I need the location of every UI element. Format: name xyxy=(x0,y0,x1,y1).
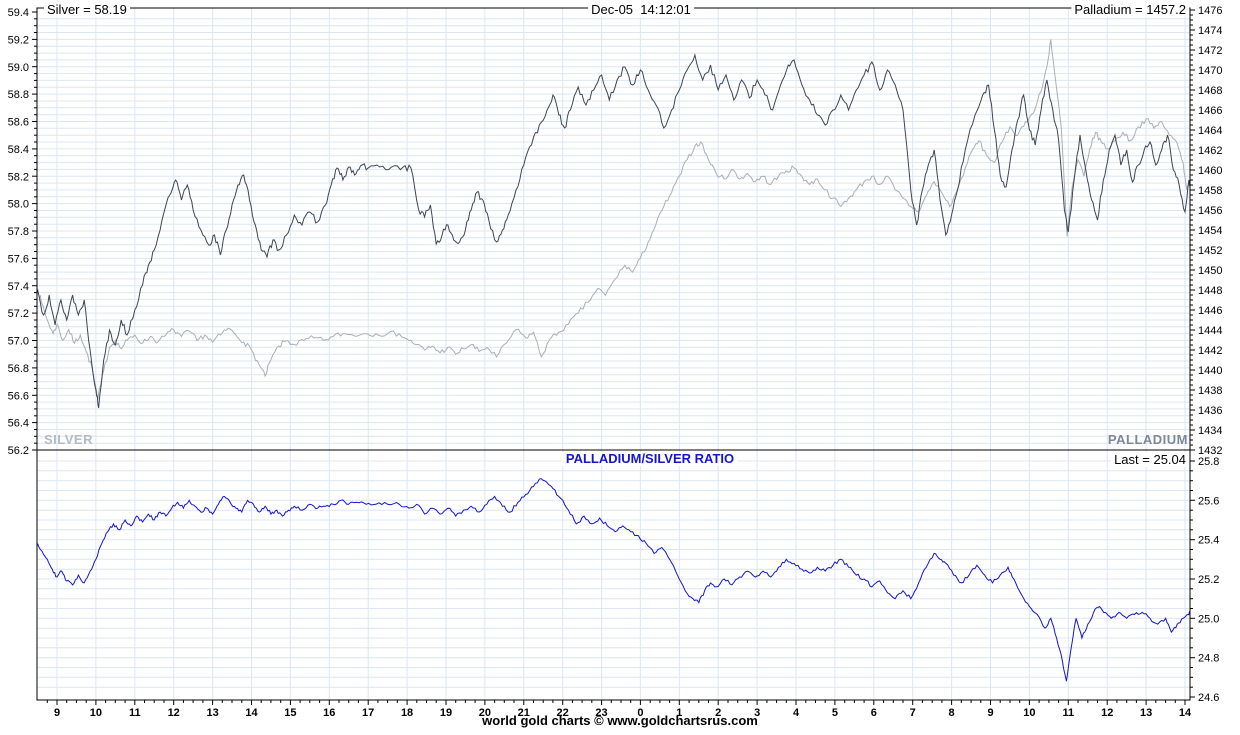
x-axis-hour-label: 16 xyxy=(323,707,335,719)
chart-credit: world gold charts © www.goldchartsrus.co… xyxy=(482,713,758,728)
y-axis-left-tick-label: 58.2 xyxy=(8,171,29,183)
x-axis-hour-label: 21 xyxy=(518,707,530,719)
x-axis-hour-label: 18 xyxy=(401,707,413,719)
ratio-axis-tick-label: 24.6 xyxy=(1198,692,1219,704)
y-axis-left-tick-label: 57.4 xyxy=(8,281,29,293)
ratio-axis-tick-label: 25.0 xyxy=(1198,613,1219,625)
x-axis-hour-label: 7 xyxy=(910,707,916,719)
y-axis-right-tick-label: 1458 xyxy=(1198,185,1222,197)
y-axis-right-tick-label: 1460 xyxy=(1198,165,1222,177)
y-axis-left-tick-label: 57.8 xyxy=(8,226,29,238)
ratio-axis-tick-label: 25.4 xyxy=(1198,535,1219,547)
datetime-label: Dec-05 14:12:01 xyxy=(588,2,694,17)
x-axis-hour-label: 4 xyxy=(793,707,800,719)
x-axis-hour-label: 17 xyxy=(362,707,374,719)
y-axis-left-tick-label: 58.6 xyxy=(8,117,29,129)
x-axis-hour-label: 11 xyxy=(1062,707,1074,719)
y-axis-left-tick-label: 59.4 xyxy=(8,7,29,19)
y-axis-left-tick-label: 57.0 xyxy=(8,336,29,348)
y-axis-right-tick-label: 1464 xyxy=(1198,125,1222,137)
x-axis-hour-label: 9 xyxy=(54,707,60,719)
x-axis-hour-label: 15 xyxy=(284,707,296,719)
y-axis-left-tick-label: 58.0 xyxy=(8,199,29,211)
x-axis-hour-label: 12 xyxy=(1101,707,1113,719)
y-axis-right-tick-label: 1450 xyxy=(1198,265,1222,277)
y-axis-right-tick-label: 1432 xyxy=(1198,445,1222,457)
x-axis-hour-label: 5 xyxy=(832,707,838,719)
y-axis-right-tick-label: 1444 xyxy=(1198,325,1222,337)
ratio-axis-tick-label: 25.2 xyxy=(1198,574,1219,586)
y-axis-right-tick-label: 1462 xyxy=(1198,145,1222,157)
y-axis-right-tick-label: 1440 xyxy=(1198,365,1222,377)
x-axis-hour-label: 1 xyxy=(676,707,682,719)
x-axis-hour-label: 0 xyxy=(637,707,643,719)
x-axis-hour-label: 12 xyxy=(168,707,180,719)
y-axis-left-tick-label: 57.6 xyxy=(8,253,29,265)
x-axis-hour-label: 20 xyxy=(479,707,491,719)
y-axis-left-tick-label: 59.2 xyxy=(8,34,29,46)
y-axis-left-tick-label: 56.4 xyxy=(8,418,29,430)
x-axis-hour-label: 10 xyxy=(90,707,102,719)
y-axis-right-tick-label: 1448 xyxy=(1198,285,1222,297)
ratio-chart-title: PALLADIUM/SILVER RATIO xyxy=(561,452,739,466)
x-axis-hour-label: 22 xyxy=(557,707,569,719)
y-axis-right-tick-label: 1466 xyxy=(1198,105,1222,117)
y-axis-right-tick-label: 1446 xyxy=(1198,305,1222,317)
y-axis-left-tick-label: 59.0 xyxy=(8,62,29,74)
y-axis-right-tick-label: 1442 xyxy=(1198,345,1222,357)
x-axis-hour-label: 14 xyxy=(245,707,258,719)
y-axis-left-tick-label: 57.2 xyxy=(8,308,29,320)
x-axis-hour-label: 14 xyxy=(1179,707,1192,719)
y-axis-left-tick-label: 56.8 xyxy=(8,363,29,375)
palladium-series-label: PALLADIUM xyxy=(1107,432,1188,447)
series-line xyxy=(37,53,1190,409)
y-axis-right-tick-label: 1454 xyxy=(1198,225,1222,237)
x-axis-hour-label: 8 xyxy=(949,707,955,719)
ratio-axis-tick-label: 25.8 xyxy=(1198,456,1219,468)
x-axis-hour-label: 2 xyxy=(715,707,721,719)
palladium-legend: Palladium = 1457.2 xyxy=(1071,2,1189,17)
y-axis-right-tick-label: 1452 xyxy=(1198,245,1222,257)
x-axis-hour-label: 6 xyxy=(871,707,877,719)
y-axis-right-tick-label: 1472 xyxy=(1198,45,1222,57)
x-axis-hour-label: 13 xyxy=(206,707,218,719)
y-axis-left-tick-label: 56.2 xyxy=(8,445,29,457)
silver-legend: Silver = 58.19 xyxy=(44,2,130,17)
y-axis-right-tick-label: 1474 xyxy=(1198,25,1222,37)
x-axis-hour-label: 23 xyxy=(595,707,607,719)
ratio-last-value: Last = 25.04 xyxy=(1111,452,1189,467)
series-line xyxy=(37,478,1190,682)
y-axis-left-tick-label: 58.8 xyxy=(8,89,29,101)
y-axis-right-tick-label: 1434 xyxy=(1198,425,1222,437)
x-axis-hour-label: 9 xyxy=(987,707,993,719)
y-axis-right-tick-label: 1476 xyxy=(1198,5,1222,17)
x-axis-hour-label: 13 xyxy=(1140,707,1152,719)
y-axis-right-tick-label: 1438 xyxy=(1198,385,1222,397)
y-axis-right-tick-label: 1470 xyxy=(1198,65,1222,77)
silver-series-label: SILVER xyxy=(44,432,93,447)
y-axis-right-tick-label: 1456 xyxy=(1198,205,1222,217)
x-axis-hour-label: 11 xyxy=(129,707,141,719)
y-axis-left-tick-label: 56.6 xyxy=(8,390,29,402)
x-axis-hour-label: 10 xyxy=(1023,707,1035,719)
x-axis-hour-label: 3 xyxy=(754,707,760,719)
series-line xyxy=(37,39,1190,400)
x-axis-hour-label: 19 xyxy=(440,707,452,719)
y-axis-left-tick-label: 58.4 xyxy=(8,144,29,156)
ratio-axis-tick-label: 24.8 xyxy=(1198,653,1219,665)
y-axis-right-tick-label: 1436 xyxy=(1198,405,1222,417)
ratio-axis-tick-label: 25.6 xyxy=(1198,495,1219,507)
y-axis-right-tick-label: 1468 xyxy=(1198,85,1222,97)
